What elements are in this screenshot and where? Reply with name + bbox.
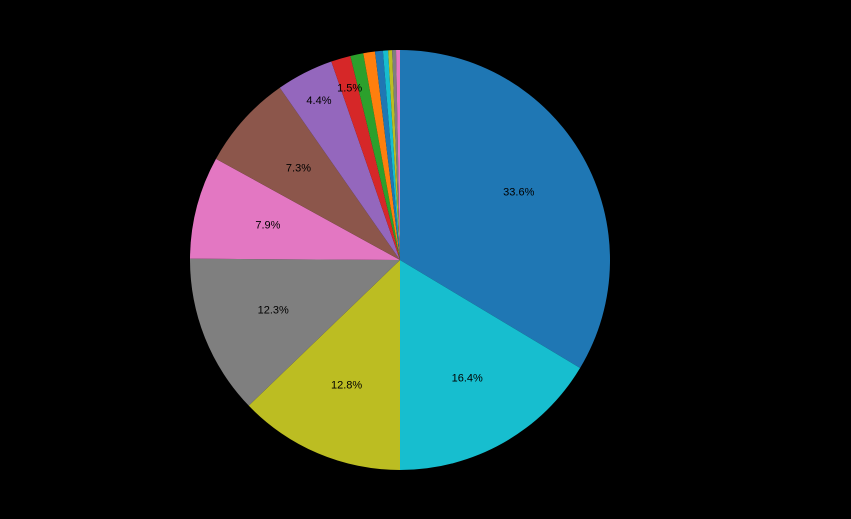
pie-chart: 33.6%16.4%12.8%12.3%7.9%7.3%4.4%1.5%1.0%… xyxy=(0,0,851,519)
slice-label: 7.9% xyxy=(255,220,280,232)
slice-label: 4.4% xyxy=(306,95,331,107)
slice-label: 1.5% xyxy=(337,83,362,95)
slice-label: 12.8% xyxy=(331,380,362,392)
slice-label: 12.3% xyxy=(258,305,289,317)
slice-label: 7.3% xyxy=(286,163,311,175)
slice-label: 33.6% xyxy=(503,187,534,199)
slice-label: 16.4% xyxy=(452,373,483,385)
pie-slices xyxy=(190,50,610,470)
slice-label: 0.4% xyxy=(402,36,427,48)
